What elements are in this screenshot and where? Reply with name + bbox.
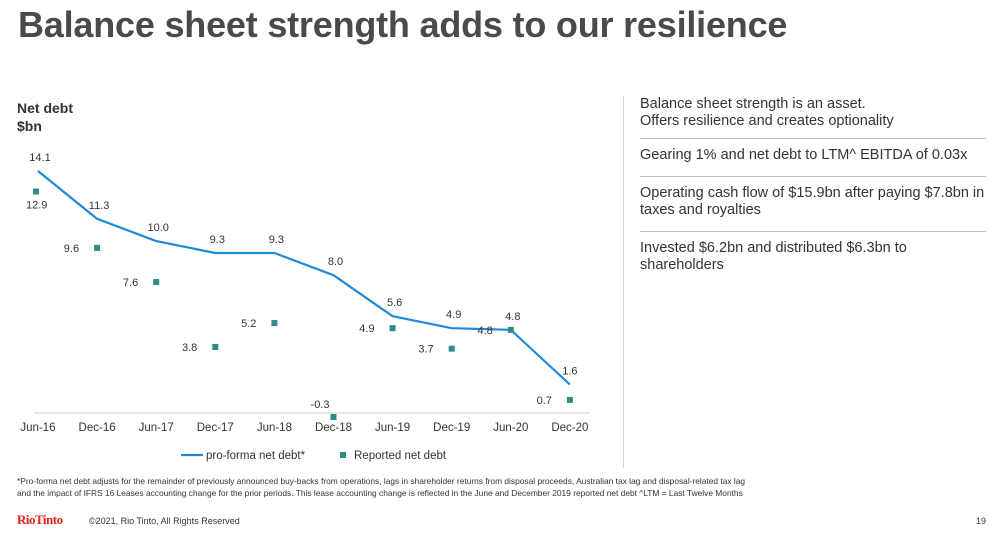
reported-net-debt-marker — [212, 343, 219, 350]
side-divider — [640, 231, 986, 232]
x-tick-label: Jun-20 — [493, 422, 528, 434]
legend-reported-label: Reported net debt — [354, 450, 447, 462]
reported-net-debt-marker — [389, 325, 396, 332]
net-debt-chart: Jun-16 Dec-16 Jun-17 Dec-17 Jun-18 Dec-18 Jun-… — [20, 152, 590, 462]
chart-unit-label: $bn — [17, 118, 42, 134]
x-tick-label: Jun-19 — [375, 422, 410, 434]
pro-forma-data-label: 5.6 — [387, 297, 402, 309]
side-item-strength: Balance sheet strength is an asset. — [640, 96, 986, 113]
legend-marker-swatch — [340, 452, 346, 458]
pro-forma-data-label: 9.3 — [269, 234, 284, 246]
side-item-gearing-text: Gearing 1% and net debt to LTM^ EBITDA o… — [640, 147, 968, 163]
reported-data-label: 5.2 — [241, 318, 256, 330]
reported-data-label: -0.3 — [311, 399, 330, 411]
reported-data-label: 7.6 — [123, 277, 138, 289]
footnote-line-2: and the impact of IFRS 16 Leases account… — [17, 488, 743, 498]
reported-data-label: 4.8 — [478, 325, 493, 337]
pro-forma-data-label: 9.3 — [210, 234, 225, 246]
reported-data-label: 12.9 — [26, 200, 47, 212]
pro-forma-data-label: 14.1 — [29, 152, 50, 164]
reported-net-debt-marker — [507, 326, 514, 333]
reported-data-label: 0.7 — [537, 395, 552, 407]
side-item-resilience: Offers resilience and creates optionalit… — [640, 113, 986, 138]
reported-net-debt-marker — [448, 345, 455, 352]
side-item-invested: Invested $6.2bn and distributed $6.3bn t… — [640, 240, 986, 282]
x-tick-label: Dec-17 — [197, 422, 234, 434]
page-title: Balance sheet strength adds to our resil… — [18, 4, 788, 45]
reported-net-debt-marker — [33, 188, 39, 195]
side-divider — [640, 138, 986, 139]
page-number: 19 — [975, 516, 986, 526]
reported-net-debt-marker — [271, 320, 278, 327]
side-item-cashflow-text: Operating cash flow of $15.9bn after pay… — [640, 185, 985, 218]
x-tick-label: Dec-16 — [79, 422, 116, 434]
reported-data-label: 3.7 — [418, 344, 433, 356]
reported-net-debt-marker — [330, 414, 337, 420]
copyright-text: ©2021, Rio Tinto, All Rights Reserved — [89, 516, 240, 526]
footnote: *Pro-forma net debt adjusts for the rema… — [17, 475, 947, 499]
side-item-invested-text: Invested $6.2bn and distributed $6.3bn t… — [640, 240, 907, 273]
reported-data-label: 9.6 — [64, 243, 79, 255]
x-tick-label: Dec-18 — [315, 422, 352, 434]
pro-forma-data-label: 11.3 — [89, 200, 110, 212]
x-tick-label: Jun-18 — [257, 422, 292, 434]
reported-net-debt-marker — [566, 396, 573, 403]
pro-forma-data-label: 1.6 — [562, 366, 577, 378]
x-tick-label: Jun-16 — [20, 422, 55, 434]
side-divider — [640, 176, 986, 177]
side-item-cashflow: Operating cash flow of $15.9bn after pay… — [640, 185, 986, 231]
rio-tinto-logo: RioTinto — [17, 512, 63, 527]
side-item-resilience-text: Offers resilience and creates optionalit… — [640, 113, 894, 129]
pro-forma-data-label: 10.0 — [147, 222, 168, 234]
reported-net-debt-marker — [94, 244, 101, 251]
side-item-gearing: Gearing 1% and net debt to LTM^ EBITDA o… — [640, 147, 986, 176]
pro-forma-data-label: 4.8 — [505, 311, 520, 323]
x-tick-label: Jun-17 — [139, 422, 174, 434]
reported-net-debt-marker — [153, 279, 160, 286]
footnote-line-1: *Pro-forma net debt adjusts for the rema… — [17, 476, 746, 486]
pro-forma-net-debt-line — [37, 170, 571, 386]
pro-forma-data-label: 4.9 — [446, 309, 461, 321]
side-panel: Balance sheet strength is an asset. Offe… — [623, 96, 986, 468]
side-item-strength-text: Balance sheet strength is an asset. — [640, 96, 866, 112]
legend-pro-forma-label: pro-forma net debt* — [206, 450, 306, 462]
pro-forma-data-label: 8.0 — [328, 256, 343, 268]
x-tick-label: Dec-19 — [433, 422, 470, 434]
reported-data-label: 3.8 — [182, 342, 197, 354]
reported-data-label: 4.9 — [359, 323, 374, 335]
chart-title: Net debt — [17, 100, 73, 116]
x-tick-label: Dec-20 — [551, 422, 588, 434]
